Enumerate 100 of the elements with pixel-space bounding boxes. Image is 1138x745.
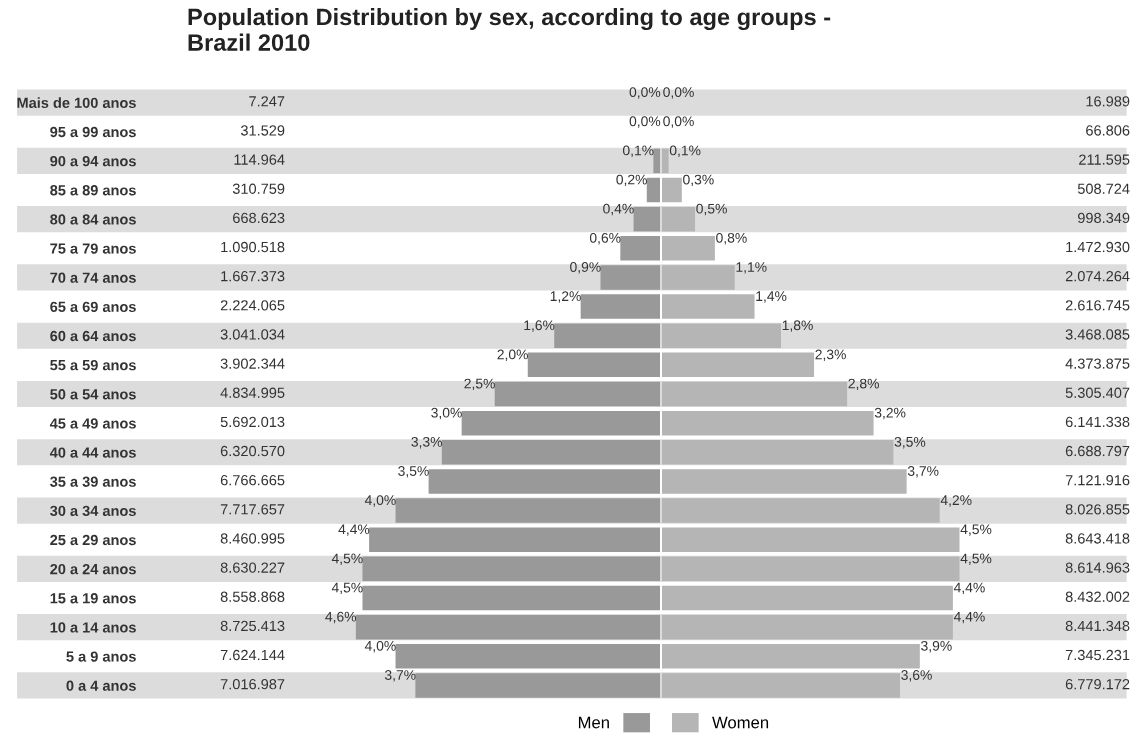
text: 7.624.144 [220, 649, 285, 661]
text: 6.779.172 [1065, 679, 1130, 690]
data-label: 3,9% [921, 640, 952, 653]
text: 310.759 [232, 183, 285, 194]
data-label: 3,3% [411, 436, 443, 449]
y-tick-label: 70 a 74 anos [50, 272, 136, 283]
data-label: 0,6% [589, 232, 621, 245]
text: 3.041.034 [220, 329, 285, 340]
text: 114.964 [234, 154, 285, 165]
data-label: 3,5% [894, 436, 926, 449]
text: 8.558.868 [220, 591, 285, 602]
data-label: 0,4% [603, 203, 634, 216]
data-label: 4,5% [331, 582, 363, 595]
text: 7.016.987 [220, 679, 285, 690]
text: 2.224.065 [220, 300, 285, 311]
text: 8.725.413 [220, 620, 285, 632]
data-label: 1,6% [524, 320, 555, 332]
chart-title: Population Distribution by sex, according to age groups - Brazil 2010 [188, 8, 831, 51]
text: 1.090.518 [221, 241, 285, 253]
text: 5.692.013 [220, 416, 285, 428]
text: 8.614.963 [1065, 562, 1130, 573]
text: 8.630.227 [220, 562, 285, 573]
text: 8.643.418 [1065, 533, 1130, 544]
y-tick-label: 40 a 44 anos [49, 447, 136, 458]
data-label: 4,4% [953, 582, 985, 595]
y-tick-label: 35 a 39 anos [50, 476, 136, 487]
text: 7.247 [249, 96, 285, 107]
y-tick-label: 30 a 34 anos [50, 505, 136, 517]
legend-label: Women [712, 716, 769, 729]
data-label: 3,7% [907, 466, 939, 478]
y-tick-label: 60 a 64 anos [50, 330, 136, 342]
y-tick-label: 20 a 24 anos [50, 563, 136, 575]
data-label: 4,0% [364, 495, 396, 507]
y-tick-label: 25 a 29 anos [50, 534, 136, 546]
text: 2.616.745 [1065, 300, 1130, 311]
y-tick-label: 50 a 54 anos [50, 389, 136, 400]
data-label: 4,6% [325, 611, 357, 624]
text: 8.460.995 [220, 533, 285, 544]
text: 3.468.085 [1065, 329, 1130, 340]
y-tick-label: 15 a 19 anos [50, 593, 136, 604]
data-label: 4,5% [960, 524, 992, 536]
y-tick-label: 55 a 59 anos [50, 359, 136, 371]
data-label: 3,6% [901, 670, 932, 682]
y-tick-label: 80 a 84 anos [50, 214, 136, 225]
text: 7.121.916 [1065, 475, 1130, 486]
data-label: 1,1% [736, 262, 767, 274]
data-label: 2,3% [815, 349, 846, 361]
legend-label: Men [578, 716, 609, 729]
data-label: 3,5% [398, 466, 429, 478]
text: 508.724 [1077, 183, 1130, 194]
data-label: 3,2% [874, 407, 906, 420]
y-tick-label: Mais de 100 anos [17, 97, 136, 108]
text: 1.667.373 [221, 271, 285, 282]
data-label: 0,3% [683, 174, 714, 187]
y-tick-label: 90 a 94 anos [50, 155, 136, 167]
text: 8.441.348 [1065, 620, 1130, 632]
data-label: 4,2% [940, 495, 972, 507]
text: 6.141.338 [1065, 416, 1130, 428]
text: 2.074.264 [1065, 271, 1130, 282]
text: 5.305.407 [1065, 387, 1130, 398]
text: 6.688.797 [1065, 445, 1130, 457]
data-label: 4,4% [953, 611, 985, 624]
text: 6.766.665 [220, 475, 285, 486]
data-label: 2,5% [464, 378, 495, 391]
data-label: 1,2% [550, 291, 581, 303]
y-tick-label: 45 a 49 anos [49, 418, 136, 429]
data-label: 3,7% [384, 670, 416, 682]
data-label: 4,0% [364, 640, 396, 653]
text: 668.623 [233, 212, 285, 224]
text: 16.989 [1086, 96, 1130, 107]
y-tick-label: 95 a 99 anos [50, 126, 136, 138]
y-tick-label: 5 a 9 anos [66, 651, 136, 662]
data-label: 0,9% [570, 262, 601, 274]
data-label: 0,1% [622, 145, 654, 157]
data-label: 0,1% [669, 145, 701, 157]
data-label: 3,0% [431, 407, 462, 420]
text: 1.472.930 [1066, 241, 1130, 253]
y-tick-label: 10 a 14 anos [50, 622, 136, 633]
data-label: 0,8% [716, 232, 747, 245]
text: 6.320.570 [220, 445, 285, 457]
text: 66.806 [1086, 125, 1130, 136]
data-label: 2,0% [497, 349, 528, 361]
text: 998.349 [1077, 212, 1130, 224]
text: 8.432.002 [1065, 591, 1130, 602]
text: 4.834.995 [220, 387, 285, 398]
data-label: 4,5% [960, 553, 992, 565]
text: 3.902.344 [220, 358, 285, 369]
text: 7.717.657 [220, 504, 285, 515]
data-label: 2,8% [848, 378, 879, 391]
text: 211.595 [1079, 154, 1130, 165]
y-tick-label: 85 a 89 anos [50, 185, 136, 196]
data-label: 1,4% [756, 291, 787, 303]
text: 31.529 [240, 125, 285, 136]
text: 7.345.231 [1065, 649, 1130, 661]
data-label: 0,0% [663, 87, 694, 99]
data-label: 4,5% [331, 553, 363, 565]
y-tick-label: 65 a 69 anos [50, 301, 136, 312]
data-label: 0,0% [663, 116, 694, 128]
data-label: 0,0% [629, 87, 661, 99]
data-label: 4,4% [338, 524, 370, 536]
